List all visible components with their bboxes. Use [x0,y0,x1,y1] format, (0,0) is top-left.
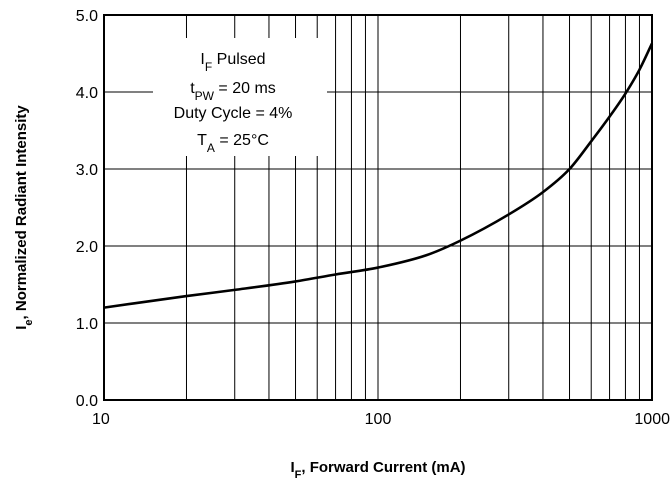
annotation-line: tPW = 20 ms [190,80,276,103]
annotation-box [153,38,327,156]
annotation-line: IF Pulsed [200,51,265,74]
x-tick-labels: 10 100 1000 [92,411,670,428]
annotation-line: Duty Cycle = 4% [174,105,293,122]
series-line [103,42,654,309]
annotation-block: IF Pulsed tPW = 20 ms Duty Cycle = 4% TA = … [174,51,293,155]
y-tick-label: 5.0 [76,8,98,25]
y-tick-label: 0.0 [76,393,98,410]
y-tick-label: 2.0 [76,239,98,256]
y-axis-label: Ie, Normalized Radiant Intensity [13,105,35,330]
x-axis-label: IF, Forward Current (mA) [290,459,465,481]
x-tick-label: 100 [365,411,392,428]
annotation-line: TA = 25°C [197,132,269,155]
y-tick-labels: 0.0 1.0 2.0 3.0 4.0 5.0 [76,8,98,410]
y-tick-label: 3.0 [76,162,98,179]
plot-frame [103,14,653,401]
grid-lines [104,15,652,400]
x-tick-label: 1000 [634,411,670,428]
x-tick-label: 10 [92,411,110,428]
y-tick-label: 4.0 [76,85,98,102]
y-tick-label: 1.0 [76,316,98,333]
